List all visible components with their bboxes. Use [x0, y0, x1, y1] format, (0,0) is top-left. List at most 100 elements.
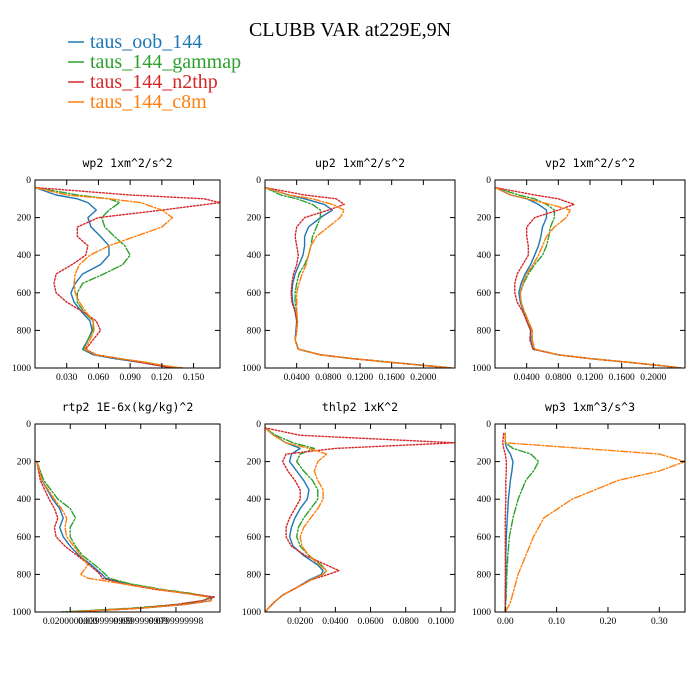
legend-item: taus_144_gammap	[68, 51, 241, 73]
y-tick-label: 0	[26, 176, 31, 186]
panel-title: thlp2 1xK^2	[322, 400, 398, 414]
y-tick-label: 1000	[242, 608, 261, 618]
y-tick-label: 400	[247, 251, 262, 261]
y-tick-label: 600	[247, 289, 262, 299]
legend-item: taus_oob_144	[68, 31, 202, 53]
x-tick-label: 0.090	[119, 373, 141, 383]
series-line	[504, 432, 540, 612]
y-tick-label: 800	[247, 326, 262, 336]
x-tick-label: 0.0200	[287, 617, 313, 627]
series-group	[265, 186, 452, 368]
x-tick-label: 0.1000	[428, 617, 454, 627]
y-tick-label: 200	[477, 458, 492, 468]
y-tick-label: 600	[17, 289, 32, 299]
x-tick-label: 0.120	[151, 373, 173, 383]
panel-title: up2 1xm^2/s^2	[315, 156, 405, 170]
legend-label: taus_144_c8m	[90, 91, 207, 113]
series-line	[265, 427, 328, 612]
x-tick-label: 0.0200000000	[43, 617, 98, 627]
panel-title: rtp2 1E-6x(kg/kg)^2	[62, 400, 194, 414]
series-line	[35, 186, 220, 368]
panel: up2 1xm^2/s^2 0 200 400 600 800 1000 0.0400 0.08…	[242, 156, 456, 383]
series-line	[495, 186, 682, 368]
y-tick-label: 600	[477, 533, 492, 543]
y-tick-label: 600	[17, 533, 32, 543]
y-tick-label: 400	[477, 495, 492, 505]
x-tick-label: 0.2000	[640, 373, 666, 383]
y-tick-label: 0	[256, 176, 261, 186]
series-line	[36, 460, 212, 612]
y-tick-label: 1000	[12, 608, 31, 618]
panel: wp2 1xm^2/s^2 0 200 400 600 800 1000 0.030 0.060…	[12, 156, 221, 383]
y-tick-label: 800	[17, 326, 32, 336]
y-tick-label: 600	[247, 533, 262, 543]
x-tick-label: 0.0800	[393, 617, 419, 627]
x-tick-label: 0.0400	[322, 617, 348, 627]
y-tick-label: 200	[247, 214, 262, 224]
legend-item: taus_144_c8m	[68, 91, 207, 113]
x-tick-label: 0.150	[183, 373, 205, 383]
x-tick-label: 0.1200	[577, 373, 603, 383]
y-tick-label: 200	[477, 214, 492, 224]
series-group	[495, 186, 682, 368]
y-tick-label: 200	[247, 458, 262, 468]
legend: taus_oob_144taus_144_gammaptaus_144_n2th…	[68, 31, 241, 113]
x-tick-label: 0.10	[548, 617, 565, 627]
x-tick-label: 0.0799999998	[149, 617, 204, 627]
y-tick-label: 800	[17, 570, 32, 580]
x-tick-label: 0.060	[88, 373, 110, 383]
x-tick-label: 0.1200	[347, 373, 373, 383]
series-line	[502, 432, 507, 612]
y-tick-label: 0	[486, 176, 491, 186]
y-tick-label: 400	[17, 495, 32, 505]
panel-frame	[34, 423, 221, 613]
y-tick-label: 200	[17, 458, 32, 468]
legend-label: taus_oob_144	[90, 31, 202, 53]
panel: wp3 1xm^3/s^3 0 200 400 600 800 1000 0.00 0.10 0.…	[472, 400, 686, 627]
y-tick-label: 0	[486, 420, 491, 430]
series-line	[265, 427, 328, 612]
series-group	[35, 186, 220, 368]
x-tick-label: 0.30	[651, 617, 668, 627]
panel-title: vp2 1xm^2/s^2	[545, 156, 635, 170]
panels: wp2 1xm^2/s^2 0 200 400 600 800 1000 0.030 0.060…	[12, 156, 686, 627]
x-tick-label: 0.0599999999	[113, 617, 168, 627]
series-line	[36, 460, 212, 612]
x-tick-label: 0.1600	[609, 373, 635, 383]
panel-frame	[34, 179, 221, 369]
y-tick-label: 800	[247, 570, 262, 580]
y-tick-label: 0	[26, 420, 31, 430]
x-tick-label: 0.0600	[357, 617, 383, 627]
series-line	[35, 186, 184, 368]
panel-frame	[494, 423, 686, 613]
panel-frame	[494, 179, 686, 369]
panel: rtp2 1E-6x(kg/kg)^2 0 200 400 600 800 1000 0.02…	[12, 400, 221, 627]
series-group	[36, 460, 216, 612]
x-tick-label: 0.0400	[514, 373, 540, 383]
y-tick-label: 800	[477, 326, 492, 336]
x-tick-label: 0.00	[497, 617, 514, 627]
y-tick-label: 200	[17, 214, 32, 224]
series-line	[36, 460, 216, 612]
legend-label: taus_144_n2thp	[90, 71, 218, 93]
y-tick-label: 800	[477, 570, 492, 580]
y-tick-label: 1000	[472, 364, 491, 374]
panel-frame	[264, 423, 456, 613]
series-line	[265, 186, 452, 368]
x-tick-label: 0.030	[56, 373, 78, 383]
x-tick-label: 0.0800	[545, 373, 571, 383]
y-tick-label: 1000	[12, 364, 31, 374]
series-line	[504, 432, 685, 612]
y-tick-label: 600	[477, 289, 492, 299]
panel-title: wp2 1xm^2/s^2	[82, 156, 172, 170]
legend-item: taus_144_n2thp	[68, 71, 218, 93]
x-tick-label: 0.2000	[410, 373, 436, 383]
series-group	[502, 432, 685, 612]
y-tick-label: 1000	[242, 364, 261, 374]
series-line	[495, 186, 682, 368]
chart-title: CLUBB VAR at229E,9N	[249, 19, 451, 41]
y-tick-label: 400	[247, 495, 262, 505]
series-line	[35, 186, 179, 368]
y-tick-label: 400	[477, 251, 492, 261]
